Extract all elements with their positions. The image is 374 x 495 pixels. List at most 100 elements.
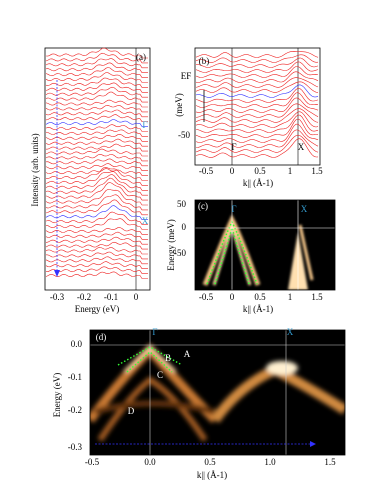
mdc bbox=[195, 114, 319, 133]
gamma-label: Γ bbox=[152, 327, 157, 337]
edc bbox=[45, 91, 148, 103]
x-tick-label: 0.5 bbox=[254, 166, 266, 176]
mdc bbox=[195, 108, 319, 123]
band-label: D bbox=[128, 406, 135, 416]
mdc bbox=[195, 87, 319, 103]
y-tick-label: -0.2 bbox=[68, 405, 82, 415]
mdc bbox=[195, 81, 319, 93]
x-tick-label: 0.5 bbox=[204, 457, 216, 467]
edc bbox=[45, 189, 148, 206]
x-tick-label: -0.2 bbox=[77, 292, 91, 302]
y-axis-label: Energy (eV) bbox=[52, 373, 62, 418]
x-label: X bbox=[301, 204, 308, 214]
x-tick-label: -0.1 bbox=[104, 292, 118, 302]
x-tick-label: 1.0 bbox=[264, 457, 276, 467]
x-tick-label: 1 bbox=[288, 166, 293, 176]
mdc bbox=[195, 54, 319, 63]
edc bbox=[45, 174, 148, 191]
edc bbox=[45, 72, 148, 83]
y-tick-label: -50 bbox=[178, 130, 190, 140]
edc bbox=[45, 177, 148, 196]
panel-c bbox=[194, 199, 336, 291]
edc bbox=[45, 82, 148, 93]
x-tick-label: 1.5 bbox=[324, 457, 336, 467]
mdc bbox=[195, 50, 319, 58]
label: (a) bbox=[136, 52, 146, 62]
edc bbox=[45, 271, 148, 279]
x-tick-label: 0.0 bbox=[144, 457, 156, 467]
edc bbox=[45, 163, 148, 171]
edc bbox=[45, 99, 148, 108]
mdc bbox=[195, 92, 319, 108]
edc bbox=[45, 194, 148, 211]
x-tick-label: -0.3 bbox=[50, 292, 65, 302]
edc bbox=[45, 124, 148, 132]
panel-b bbox=[194, 47, 321, 166]
band-label: B bbox=[165, 353, 171, 363]
edc bbox=[45, 166, 148, 181]
label: (b) bbox=[199, 56, 210, 66]
y-tick-label: -0.3 bbox=[68, 442, 83, 452]
edc bbox=[45, 62, 148, 73]
gamma-label: Γ bbox=[231, 204, 236, 214]
frame bbox=[89, 329, 346, 456]
edc bbox=[45, 236, 148, 245]
x-tick-label: -0.5 bbox=[85, 457, 100, 467]
edc bbox=[45, 47, 148, 59]
edc bbox=[45, 158, 148, 167]
y-tick-label: 0.0 bbox=[71, 339, 83, 349]
x-tick-label: 0.5 bbox=[254, 292, 266, 302]
panel-a bbox=[44, 47, 151, 291]
edc bbox=[45, 67, 148, 78]
edc bbox=[45, 138, 148, 147]
x-tick-label: 1.5 bbox=[311, 292, 323, 302]
mdc bbox=[195, 138, 319, 158]
edc bbox=[45, 251, 148, 260]
gamma-label: Γ bbox=[142, 120, 147, 130]
arrow-head bbox=[54, 270, 60, 277]
edc bbox=[45, 256, 148, 265]
edc bbox=[45, 148, 148, 157]
mdc bbox=[195, 71, 319, 83]
label: (c) bbox=[198, 201, 208, 211]
x-tick-label: -0.5 bbox=[199, 292, 214, 302]
y-tick-label: 50 bbox=[177, 199, 187, 209]
edc bbox=[45, 52, 148, 64]
mdc bbox=[195, 129, 319, 148]
edc bbox=[45, 211, 148, 225]
edc bbox=[45, 171, 148, 186]
edc bbox=[45, 266, 148, 274]
edc bbox=[45, 199, 148, 216]
edc bbox=[45, 261, 148, 269]
edc bbox=[45, 182, 148, 201]
y-axis-label: (meV) bbox=[174, 93, 184, 117]
mdc bbox=[195, 111, 319, 128]
x-axis-label: Energy (eV) bbox=[75, 304, 120, 314]
band-label: A bbox=[184, 349, 191, 359]
y-tick-label: -0.1 bbox=[68, 372, 82, 382]
frame bbox=[194, 199, 336, 291]
label: (d) bbox=[96, 332, 107, 342]
edc bbox=[45, 218, 148, 230]
x-label: X bbox=[287, 327, 294, 337]
mdc bbox=[195, 123, 319, 143]
panel-d bbox=[89, 329, 346, 456]
edc bbox=[45, 168, 148, 176]
fit bbox=[117, 346, 183, 373]
y-axis-label: Energy (meV) bbox=[166, 219, 176, 271]
x-axis-label: k|| (Å-1) bbox=[197, 470, 227, 480]
y-tick-label: 0 bbox=[182, 222, 187, 232]
mdc bbox=[195, 103, 319, 118]
x-axis-label: k|| (Å-1) bbox=[243, 304, 273, 314]
frame bbox=[194, 47, 321, 166]
edc bbox=[45, 109, 148, 118]
edc bbox=[45, 114, 148, 122]
mdc-blue bbox=[195, 84, 319, 98]
edc bbox=[45, 241, 148, 250]
edc bbox=[45, 247, 148, 255]
x-label: X bbox=[142, 216, 149, 226]
edc bbox=[45, 77, 148, 88]
gamma-label: Γ bbox=[231, 142, 236, 152]
edc-blue bbox=[45, 205, 148, 220]
